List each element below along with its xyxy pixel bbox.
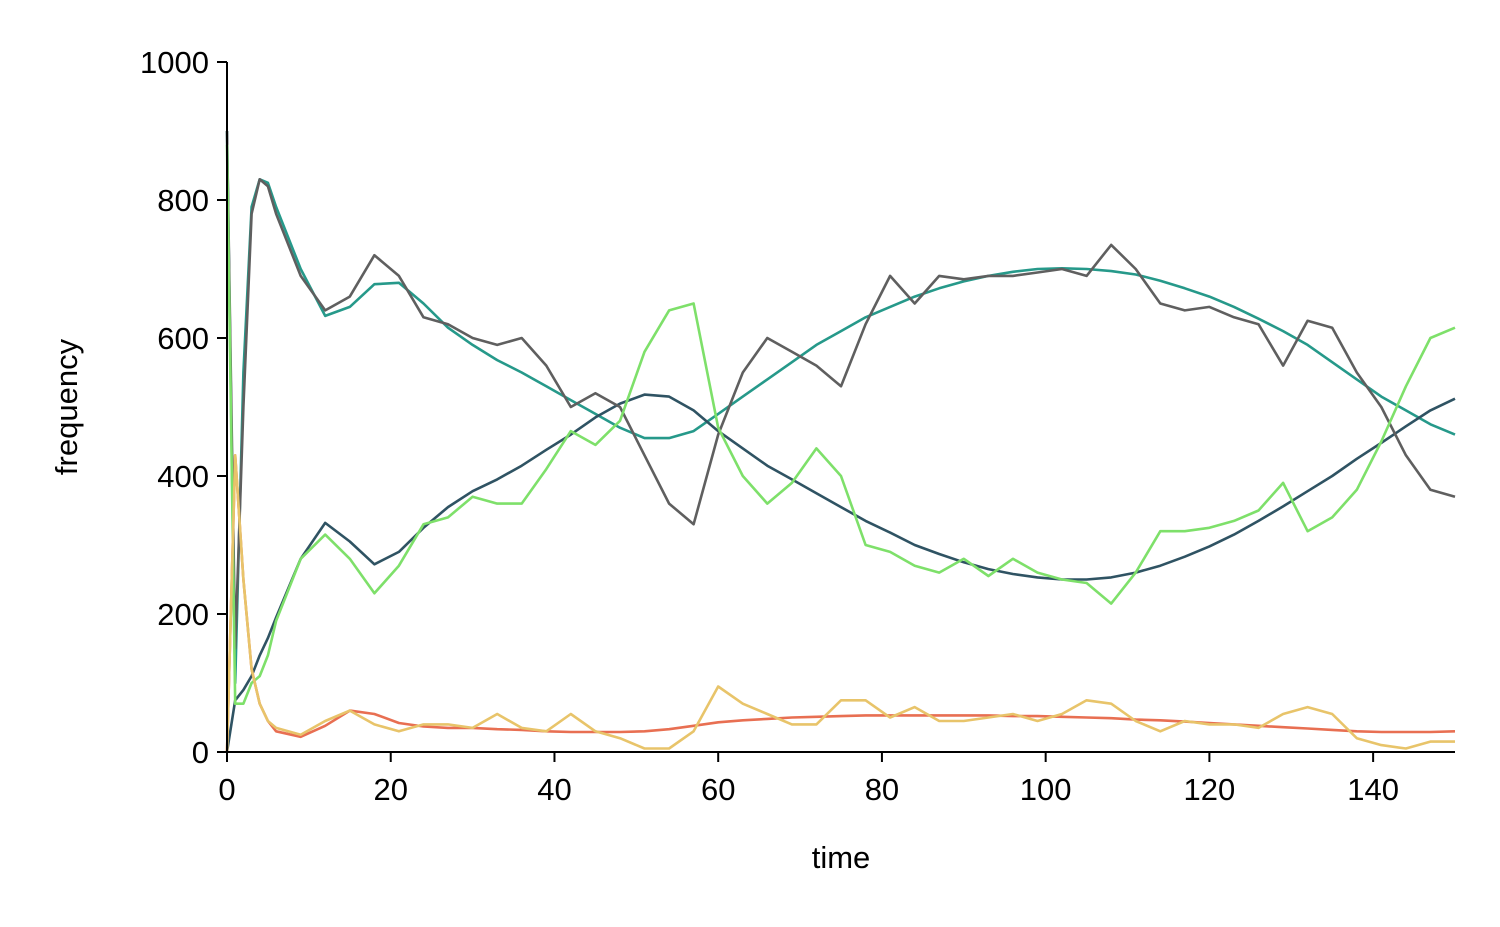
- x-tick-label: 0: [218, 772, 235, 807]
- x-axis-label: time: [812, 840, 871, 875]
- x-tick-label: 120: [1184, 772, 1236, 807]
- series-line: [225, 454, 1456, 753]
- y-tick-label: 400: [157, 459, 209, 494]
- y-tick-label: 800: [157, 183, 209, 218]
- y-tick-label: 600: [157, 321, 209, 356]
- x-tick-label: 40: [537, 772, 571, 807]
- x-tick-label: 80: [865, 772, 899, 807]
- x-tick-label: 60: [701, 772, 735, 807]
- series-line: [225, 130, 1456, 685]
- x-tick-label: 100: [1020, 772, 1072, 807]
- series-line: [225, 144, 1456, 705]
- series-line: [225, 393, 1456, 753]
- y-tick-label: 1000: [140, 45, 209, 80]
- series-line: [225, 130, 1456, 650]
- y-tick-label: 0: [192, 735, 209, 770]
- series-line: [225, 454, 1455, 753]
- y-axis-label: frequency: [49, 338, 84, 475]
- y-tick-label: 200: [157, 597, 209, 632]
- x-tick-label: 140: [1347, 772, 1399, 807]
- x-tick-label: 20: [373, 772, 407, 807]
